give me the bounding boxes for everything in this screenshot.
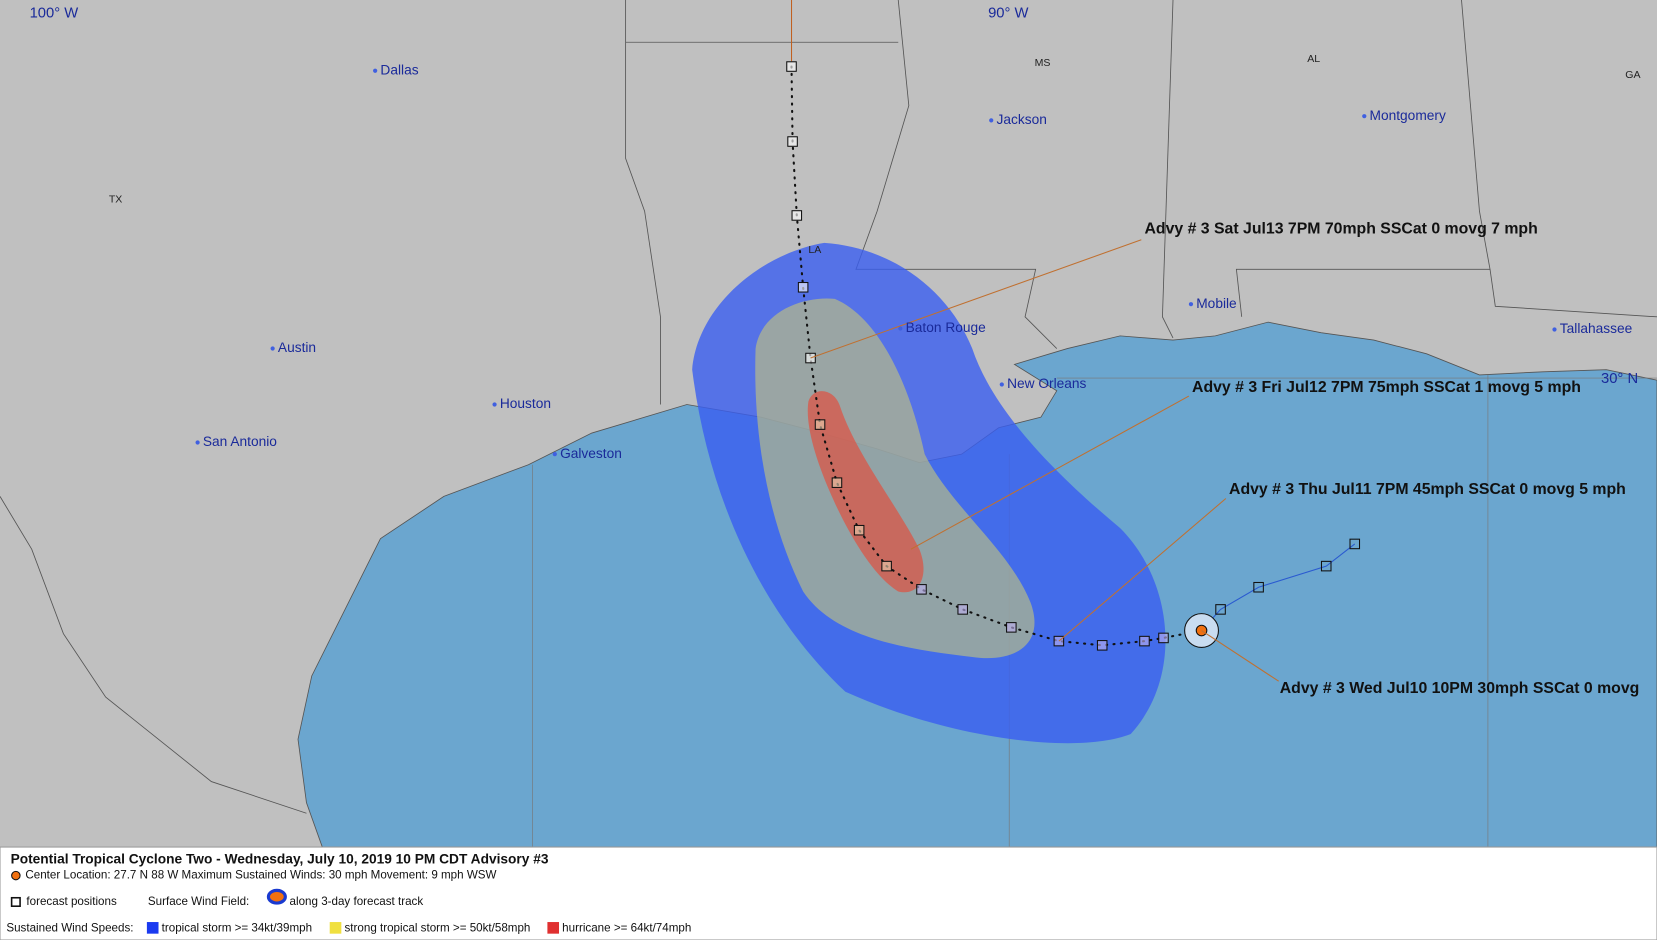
state-label: AL xyxy=(1307,53,1320,65)
city-dot xyxy=(1362,114,1367,119)
advisory-label: Advy # 3 Wed Jul10 10PM 30mph SSCat 0 mo… xyxy=(1280,680,1640,697)
city-label: Tallahassee xyxy=(1560,321,1633,336)
forecast-position xyxy=(1158,632,1169,644)
forecast-label: forecast positions xyxy=(26,895,117,908)
past-position xyxy=(1215,604,1226,615)
speed-swatch xyxy=(547,922,560,934)
wind-fields xyxy=(692,242,1166,744)
city-dot xyxy=(195,440,200,445)
state-label: GA xyxy=(1625,69,1641,81)
past-position xyxy=(1320,560,1332,572)
city-dot xyxy=(989,118,994,123)
wind-field-track: along 3-day forecast track xyxy=(290,895,424,908)
leader-line xyxy=(910,395,1190,550)
city-label: Galveston xyxy=(560,446,622,461)
city-label: Dallas xyxy=(380,62,418,77)
city-label: Austin xyxy=(278,340,316,355)
past-position xyxy=(1253,581,1264,593)
advisory-label: Advy # 3 Fri Jul12 7PM 75mph SSCat 1 mov… xyxy=(1192,379,1581,396)
advisory-label: Advy # 3 Thu Jul11 7PM 45mph SSCat 0 mov… xyxy=(1229,481,1626,498)
forecast-position xyxy=(787,136,798,147)
leader-line xyxy=(810,239,1142,359)
longitude-label: 90° W xyxy=(988,6,1028,22)
speed-swatch xyxy=(146,922,159,934)
city-label: Montgomery xyxy=(1370,108,1446,123)
city-label: Mobile xyxy=(1196,296,1237,311)
labels: Advy # 3 Sat Jul13 7PM 70mph SSCat 0 mov… xyxy=(30,6,1642,697)
borders xyxy=(0,0,1657,814)
city-label: San Antonio xyxy=(203,434,277,449)
legend-title: Potential Tropical Cyclone Two - Wednesd… xyxy=(11,851,549,866)
advisory-label: Advy # 3 Sat Jul13 7PM 70mph SSCat 0 mov… xyxy=(1144,220,1537,237)
past-position xyxy=(1349,538,1361,550)
legend-details: Center Location: 27.7 N 88 W Maximum Sus… xyxy=(25,869,496,882)
city-dot xyxy=(270,346,275,351)
forecast-position xyxy=(881,560,892,572)
legend: Potential Tropical Cyclone Two - Wednesd… xyxy=(0,846,1657,940)
forecast-position xyxy=(791,210,803,221)
city-dot xyxy=(999,382,1004,387)
hurricane-field xyxy=(807,391,924,593)
city-label: Houston xyxy=(500,396,551,411)
speeds-label: Sustained Wind Speeds: xyxy=(6,921,133,934)
forecast-position xyxy=(1139,635,1150,647)
forecast-icon xyxy=(10,896,21,907)
longitude-label: 100° W xyxy=(30,6,79,22)
city-dot xyxy=(552,452,557,457)
wind-field-label: Surface Wind Field: xyxy=(148,895,249,908)
forecast-position xyxy=(814,419,826,430)
city-dot xyxy=(373,68,378,73)
forecast-position xyxy=(831,477,843,488)
speed-class: hurricane >= 64kt/74mph xyxy=(562,921,691,934)
state-label: LA xyxy=(808,244,822,256)
city-dot xyxy=(898,326,903,331)
forecast-position xyxy=(1096,640,1108,651)
speed-swatch xyxy=(329,922,342,934)
past-track xyxy=(1201,543,1356,631)
city-dot xyxy=(1552,327,1557,332)
state-label: TX xyxy=(109,193,122,205)
forecast-position xyxy=(1006,622,1017,633)
speed-class: tropical storm >= 34kt/39mph xyxy=(162,921,312,934)
center-icon xyxy=(11,870,21,881)
city-label: New Orleans xyxy=(1007,376,1086,391)
city-dot xyxy=(1188,302,1194,307)
track xyxy=(786,0,1361,651)
wind-field-icon xyxy=(266,888,287,905)
state-label: MS xyxy=(1035,57,1051,69)
forecast-position xyxy=(853,524,865,536)
forecast-position xyxy=(786,61,797,72)
leader-line xyxy=(1058,498,1227,642)
latitude-label: 30° N xyxy=(1601,371,1638,387)
forecast-position xyxy=(957,604,968,615)
speed-class: strong tropical storm >= 50kt/58mph xyxy=(345,921,531,934)
city-label: Jackson xyxy=(997,112,1047,127)
strong-tropical-storm-field xyxy=(755,298,1035,659)
leader-line xyxy=(1201,630,1279,682)
forecast-position xyxy=(797,282,809,293)
city-dot xyxy=(492,402,497,407)
forecast-position xyxy=(916,584,927,595)
city-label: Baton Rouge xyxy=(906,320,986,335)
